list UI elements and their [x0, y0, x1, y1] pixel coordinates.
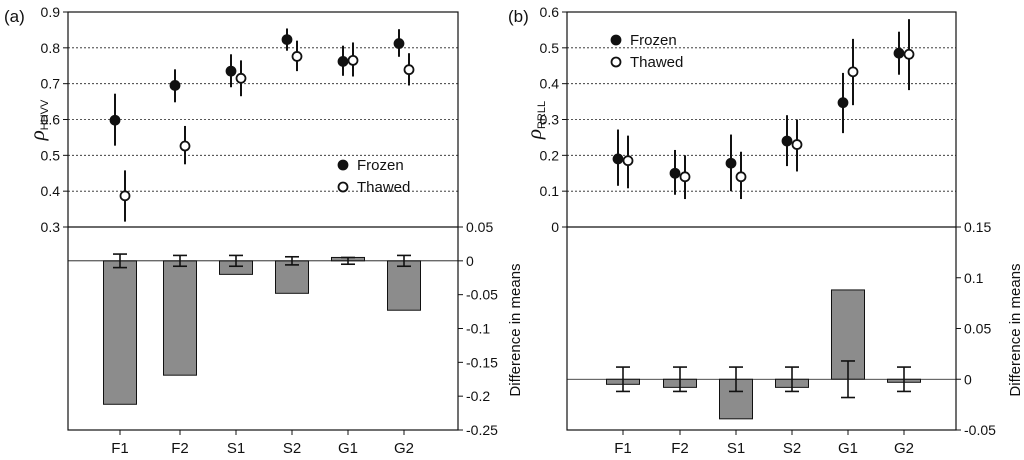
legend-label-thawed: Thawed	[630, 54, 683, 71]
category-label: G1	[338, 440, 358, 457]
right-tick-label: 0	[964, 371, 972, 387]
point-frozen-1	[669, 167, 681, 179]
right-tick-label: 0.05	[466, 219, 493, 235]
left-tick-label: 0.5	[41, 147, 61, 163]
bar-5	[387, 260, 421, 311]
point-frozen-5	[393, 38, 405, 49]
point-frozen-0	[612, 153, 624, 165]
point-thawed-1	[679, 171, 691, 183]
panel-letter: (a)	[4, 7, 25, 26]
right-axis-label: Difference in means	[1007, 263, 1024, 396]
y-axis-label-symbol: ρ	[522, 129, 546, 140]
y-axis-label-subscript: HHVV	[39, 99, 51, 130]
point-thawed-2	[235, 72, 247, 84]
category-label: G2	[394, 440, 414, 457]
left-tick-label: 0.4	[540, 76, 560, 92]
point-thawed-5	[903, 48, 915, 60]
category-label: S1	[227, 440, 245, 457]
legend-marker-thawed	[610, 56, 622, 68]
left-tick-label: 0.6	[540, 4, 560, 20]
legend-marker-thawed	[337, 181, 349, 193]
right-tick-label: -0.1	[466, 321, 490, 337]
point-frozen-5	[893, 47, 905, 59]
point-thawed-1	[179, 140, 191, 152]
left-tick-label: 0.6	[41, 112, 61, 128]
point-frozen-4	[837, 97, 849, 109]
left-tick-label: 0.2	[540, 147, 560, 163]
point-frozen-2	[725, 157, 737, 169]
right-tick-label: -0.05	[964, 422, 996, 438]
right-tick-label: 0.15	[964, 219, 991, 235]
point-frozen-1	[169, 80, 181, 91]
legend-label-frozen: Frozen	[357, 157, 404, 174]
right-tick-label: -0.2	[466, 388, 490, 404]
plot-frame	[67, 11, 459, 431]
point-frozen-3	[781, 135, 793, 147]
point-thawed-3	[291, 51, 303, 62]
y-axis-label: ρHHVV	[25, 99, 51, 141]
left-tick-label: 0.9	[41, 4, 61, 20]
left-tick-label: 0	[551, 219, 559, 235]
right-tick-label: 0.1	[964, 270, 984, 286]
point-thawed-3	[791, 139, 803, 150]
category-label: G1	[838, 440, 858, 457]
category-label: S2	[283, 440, 301, 457]
point-frozen-4	[337, 56, 349, 67]
left-tick-label: 0.8	[41, 40, 61, 56]
point-thawed-4	[847, 66, 859, 78]
point-frozen-2	[225, 65, 237, 77]
legend-marker-frozen	[337, 159, 349, 171]
category-label: F2	[171, 440, 189, 457]
legend-label-frozen: Frozen	[630, 32, 677, 49]
category-label: F1	[614, 440, 632, 457]
right-tick-label: -0.25	[466, 422, 498, 438]
panel-b: (b) 0 0.1 0.2 0.3 0.4 0.5 0.6 -0.05 0 0.05 0.1 0.15 F…	[508, 4, 1024, 457]
point-thawed-2	[735, 171, 747, 183]
bar-3	[275, 260, 309, 294]
category-label: G2	[894, 440, 914, 457]
right-tick-label: 0.05	[964, 321, 991, 337]
legend-marker-frozen	[610, 34, 622, 46]
point-thawed-5	[403, 64, 415, 76]
y-axis-label-subscript: RRLL	[536, 101, 548, 129]
point-thawed-4	[347, 54, 359, 66]
point-thawed-0	[119, 190, 131, 202]
point-thawed-0	[622, 155, 634, 167]
y-axis-label-symbol: ρ	[25, 130, 49, 141]
plot-frame	[566, 11, 957, 431]
left-tick-label: 0.1	[540, 183, 560, 199]
left-tick-label: 0.3	[540, 112, 560, 128]
legend-label-thawed: Thawed	[357, 179, 410, 196]
category-label: S1	[727, 440, 745, 457]
bar-1	[163, 260, 197, 376]
panel-a: (a) 0.3 0.4 0.5 0.6 0.7 0.8 0.9 -0.25 -0.2 -0.15 -0…	[4, 4, 524, 457]
y-axis-label: ρRRLL	[522, 101, 548, 140]
bar-0	[103, 260, 137, 405]
point-frozen-0	[109, 114, 121, 126]
right-tick-label: -0.15	[466, 354, 498, 370]
category-label: S2	[783, 440, 801, 457]
right-tick-label: -0.05	[466, 287, 498, 303]
left-tick-label: 0.5	[540, 40, 560, 56]
category-label: F2	[671, 440, 689, 457]
left-tick-label: 0.3	[41, 219, 61, 235]
panel-letter: (b)	[508, 7, 529, 26]
category-label: F1	[111, 440, 129, 457]
right-axis-label: Difference in means	[507, 263, 524, 396]
right-tick-label: 0	[466, 253, 474, 269]
left-tick-label: 0.7	[41, 76, 61, 92]
point-frozen-3	[281, 34, 293, 45]
left-tick-label: 0.4	[41, 183, 61, 199]
